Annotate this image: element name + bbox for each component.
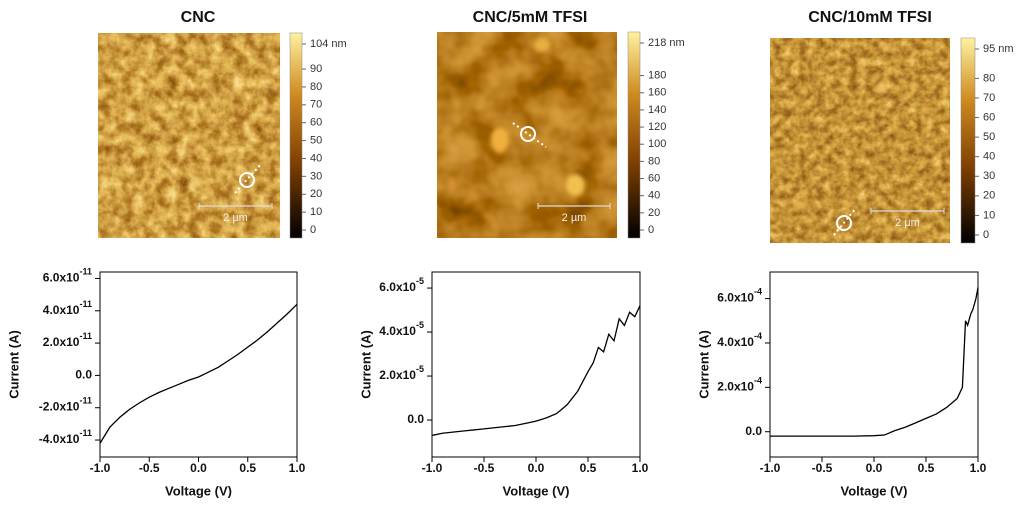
x-tick-label: 1.0	[632, 461, 649, 475]
colorbar-tick-label: 20	[983, 190, 995, 202]
colorbar-tick-label: 40	[983, 151, 995, 163]
y-tick-label: 0.0	[745, 424, 762, 438]
afm-image	[770, 38, 950, 243]
colorbar-tick-label: 180	[648, 70, 666, 82]
x-tick-label: -1.0	[422, 461, 443, 475]
colorbar-tick-label: 40	[310, 152, 322, 164]
colorbar-tick-label: 70	[310, 99, 322, 111]
colorbar-tick-label: 0	[648, 224, 654, 236]
x-tick-label: 0.0	[866, 461, 883, 475]
y-tick-label: 6.0x10-4	[717, 287, 762, 305]
y-tick-label: -4.0x10-11	[39, 428, 92, 446]
tip-marker	[239, 172, 255, 188]
x-tick-label: -1.0	[90, 461, 111, 475]
colorbar-tick-label: 60	[310, 117, 322, 129]
colorbar-tick-label: 95 nm	[983, 43, 1014, 55]
colorbar-tick-label: 30	[983, 170, 995, 182]
colorbar-tick-label: 20	[310, 188, 322, 200]
colorbar-tick-label: 218 nm	[648, 37, 685, 49]
afm-features	[794, 44, 929, 210]
plot-frame	[99, 271, 298, 458]
x-tick-label: 0.5	[580, 461, 597, 475]
colorbar-tick-label: 60	[648, 172, 660, 184]
y-tick-label: 4.0x10-5	[379, 320, 424, 338]
x-tick-label: 1.0	[289, 461, 306, 475]
y-tick-label: 6.0x10-11	[43, 267, 92, 285]
y-axis-label: Current (A)	[6, 330, 21, 399]
y-tick-label: 4.0x10-4	[717, 331, 762, 349]
afm-images	[98, 32, 950, 243]
colorbar	[627, 31, 641, 239]
y-tick-label: 0.0	[75, 368, 92, 382]
colorbar-tick-label: 10	[310, 206, 322, 218]
x-tick-label: -0.5	[812, 461, 833, 475]
y-tick-label: 0.0	[407, 412, 424, 426]
afm-features	[447, 38, 585, 196]
colorbar-tick-label: 80	[310, 81, 322, 93]
scale-bar-label: 2 µm	[223, 212, 248, 224]
y-axis-label: Current (A)	[696, 330, 711, 399]
x-tick-label: 0.0	[190, 461, 207, 475]
marker-line	[234, 162, 263, 194]
x-axis-label: Voltage (V)	[841, 483, 908, 498]
x-tick-label: -1.0	[760, 461, 781, 475]
y-tick-label: 4.0x10-11	[43, 299, 92, 317]
x-axis-label: Voltage (V)	[503, 483, 570, 498]
y-tick-label: 2.0x10-5	[379, 364, 424, 382]
iv-curve	[431, 305, 641, 437]
colorbar-tick-label: 104 nm	[310, 38, 347, 50]
colorbar-tick-label: 160	[648, 87, 666, 99]
colorbar-tick-label: 80	[648, 155, 660, 167]
scale-bar-label: 2 µm	[562, 212, 587, 224]
scale-bar-label: 2 µm	[895, 217, 920, 229]
afm-image	[437, 32, 617, 238]
marker-line	[512, 122, 547, 148]
colorbar-tick-label: 30	[310, 170, 322, 182]
plot-frame	[431, 271, 641, 458]
colorbar-tick-label: 60	[983, 111, 995, 123]
panel-title: CNC	[181, 9, 216, 26]
y-tick-label: -2.0x10-11	[39, 396, 92, 414]
x-tick-label: -0.5	[139, 461, 160, 475]
marker-line	[833, 207, 857, 236]
colorbar-tick-label: 80	[983, 72, 995, 84]
colorbar	[289, 32, 303, 239]
x-tick-label: 0.5	[239, 461, 256, 475]
y-tick-label: 6.0x10-5	[379, 276, 424, 294]
y-axis-label: Current (A)	[358, 330, 373, 399]
colorbar-tick-label: 70	[983, 92, 995, 104]
panel-title: CNC/10mM TFSI	[808, 9, 932, 26]
panel-title: CNC/5mM TFSI	[473, 9, 588, 26]
afm-image	[98, 33, 280, 238]
colorbar-tick-label: 20	[648, 207, 660, 219]
x-tick-label: 0.0	[528, 461, 545, 475]
colorbar-tick-label: 90	[310, 63, 322, 75]
x-axis-label: Voltage (V)	[165, 483, 232, 498]
colorbar-tick-label: 120	[648, 121, 666, 133]
y-tick-label: 2.0x10-11	[43, 331, 92, 349]
tip-marker	[520, 126, 536, 142]
iv-curve	[770, 287, 979, 437]
colorbar-tick-label: 0	[983, 229, 989, 241]
colorbar-tick-label: 140	[648, 104, 666, 116]
colorbar-tick-label: 0	[310, 224, 316, 236]
iv-curve	[99, 303, 298, 444]
colorbar-tick-label: 40	[648, 190, 660, 202]
y-tick-label: 2.0x10-4	[717, 376, 762, 394]
colorbar-tick-label: 50	[983, 131, 995, 143]
markers	[234, 122, 857, 236]
colorbar-tick-label: 100	[648, 138, 666, 150]
x-tick-label: 0.5	[918, 461, 935, 475]
colorbar	[960, 37, 976, 244]
x-tick-label: -0.5	[474, 461, 495, 475]
tip-marker	[836, 215, 852, 231]
colorbar-tick-label: 50	[310, 134, 322, 146]
colorbar-tick-label: 10	[983, 209, 995, 221]
x-tick-label: 1.0	[970, 461, 987, 475]
plot-frame	[769, 271, 979, 458]
